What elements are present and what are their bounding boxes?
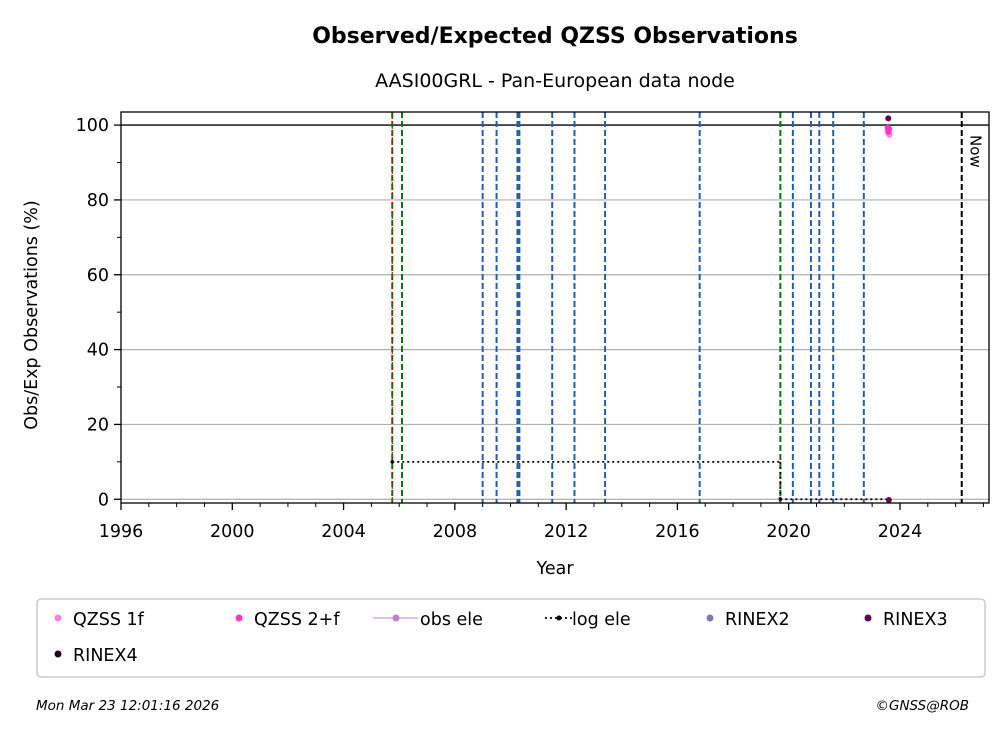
x-tick-label: 2000 <box>210 522 255 542</box>
plot-frame <box>120 111 990 504</box>
now-label: Now <box>967 135 985 168</box>
legend-item: RINEX3 <box>864 610 948 630</box>
legend-frame <box>36 598 986 678</box>
y-tick-label: 100 <box>76 116 109 136</box>
x-tick-label: 2004 <box>321 522 366 542</box>
y-axis-label: Obs/Exp Observations (%) <box>22 200 42 430</box>
legend-item: QZSS 1f <box>54 610 145 630</box>
x-tick-label: 2020 <box>766 522 811 542</box>
legend-marker <box>556 615 562 621</box>
legend-label: RINEX2 <box>725 610 790 630</box>
axis-ticks: 1996 2000 2004 2008 2012 2016 2020 2024 0 20 40 60 8… <box>76 116 984 542</box>
x-tick-label: 2008 <box>433 522 478 542</box>
data-point <box>885 497 892 504</box>
footer-copyright: ©GNSS@ROB <box>876 698 970 714</box>
y-tick-label: 60 <box>87 266 109 286</box>
x-tick-label: 2016 <box>655 522 700 542</box>
legend-label: RINEX3 <box>883 610 948 630</box>
data-points <box>390 115 893 504</box>
y-tick-label: 0 <box>98 490 109 510</box>
legend-marker <box>54 650 62 658</box>
y-tick-label: 80 <box>87 191 109 211</box>
y-tick-label: 20 <box>87 415 109 435</box>
data-point <box>886 125 893 132</box>
legend-marker <box>864 614 872 622</box>
x-tick-label: 2024 <box>878 522 923 542</box>
chart-subtitle: AASI00GRL - Pan-European data node <box>375 70 735 92</box>
chart-title: Observed/Expected QZSS Observations <box>312 24 798 49</box>
legend-item: log ele <box>545 610 631 630</box>
grid-lines <box>121 124 989 500</box>
legend-label: obs ele <box>420 610 483 630</box>
legend-item: QZSS 2+f <box>235 610 340 630</box>
legend-item: RINEX2 <box>706 610 790 630</box>
footer-timestamp: Mon Mar 23 12:01:16 2026 <box>36 698 219 714</box>
legend-item: obs ele <box>373 610 483 630</box>
x-axis-label: Year <box>535 559 574 579</box>
legend-label: RINEX4 <box>73 646 138 666</box>
log-ele-point <box>390 460 395 464</box>
legend-marker <box>235 614 243 622</box>
legend-marker <box>392 614 400 622</box>
legend: QZSS 1f QZSS 2+f obs ele log ele RINEX2 RINEX… <box>36 598 986 678</box>
legend-label: QZSS 1f <box>73 610 145 630</box>
data-point <box>885 115 892 122</box>
legend-label: QZSS 2+f <box>254 610 340 630</box>
x-tick-label: 2012 <box>544 522 589 542</box>
x-tick-label: 1996 <box>99 522 144 542</box>
y-tick-label: 40 <box>87 341 109 361</box>
event-lines: Now <box>391 112 985 503</box>
legend-marker <box>54 614 62 622</box>
legend-marker <box>706 614 714 622</box>
legend-item: RINEX4 <box>54 646 138 666</box>
legend-label: log ele <box>572 610 631 630</box>
